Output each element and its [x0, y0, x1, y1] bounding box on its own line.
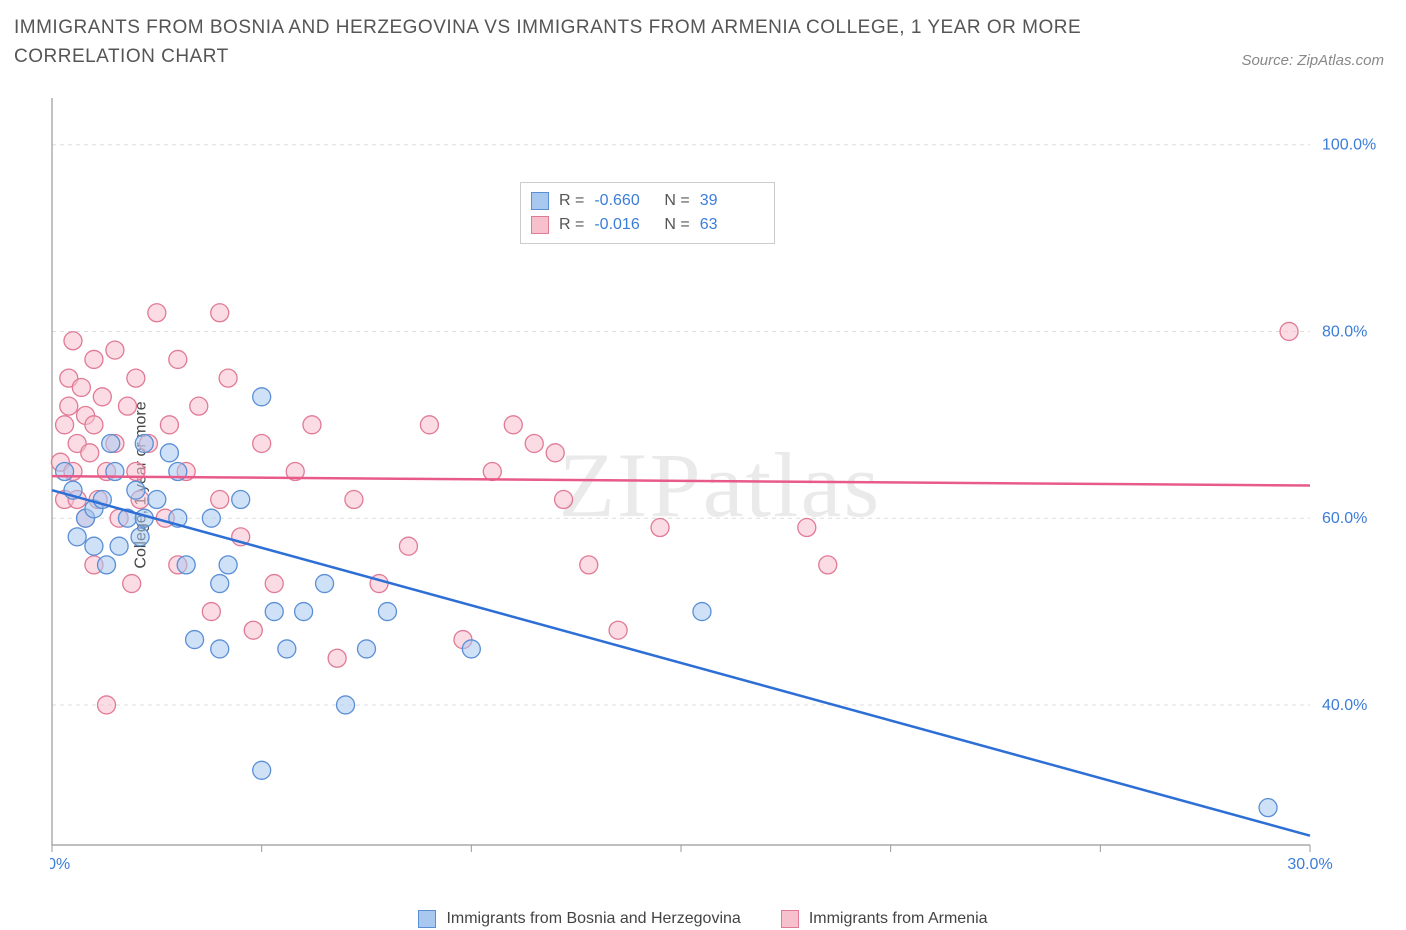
svg-text:30.0%: 30.0%	[1287, 856, 1332, 873]
n-label: N =	[664, 189, 689, 213]
legend-row-armenia: R = -0.016 N = 63	[531, 213, 760, 237]
n-label: N =	[664, 213, 689, 237]
r-value-armenia: -0.016	[594, 213, 654, 237]
r-value-bosnia: -0.660	[594, 189, 654, 213]
r-label: R =	[559, 189, 584, 213]
series-label-armenia: Immigrants from Armenia	[809, 910, 988, 928]
swatch-pink	[781, 910, 799, 928]
svg-text:40.0%: 40.0%	[1322, 697, 1367, 714]
correlation-legend: R = -0.660 N = 39 R = -0.016 N = 63	[520, 182, 775, 244]
svg-text:80.0%: 80.0%	[1322, 323, 1367, 340]
n-value-bosnia: 39	[700, 189, 760, 213]
legend-row-bosnia: R = -0.660 N = 39	[531, 189, 760, 213]
svg-text:0.0%: 0.0%	[50, 856, 70, 873]
svg-text:60.0%: 60.0%	[1322, 510, 1367, 527]
legend-item-armenia: Immigrants from Armenia	[781, 910, 988, 928]
swatch-blue	[531, 192, 549, 210]
r-label: R =	[559, 213, 584, 237]
chart-title: IMMIGRANTS FROM BOSNIA AND HERZEGOVINA V…	[14, 14, 1114, 71]
legend-item-bosnia: Immigrants from Bosnia and Herzegovina	[418, 910, 740, 928]
svg-text:100.0%: 100.0%	[1322, 137, 1376, 154]
swatch-pink	[531, 216, 549, 234]
swatch-blue	[418, 910, 436, 928]
chart-container: College, 1 year or more ZIPatlas 40.0%60…	[50, 90, 1390, 880]
source-attribution: Source: ZipAtlas.com	[1241, 52, 1384, 69]
series-legend: Immigrants from Bosnia and Herzegovina I…	[0, 910, 1406, 928]
n-value-armenia: 63	[700, 213, 760, 237]
series-label-bosnia: Immigrants from Bosnia and Herzegovina	[446, 910, 740, 928]
